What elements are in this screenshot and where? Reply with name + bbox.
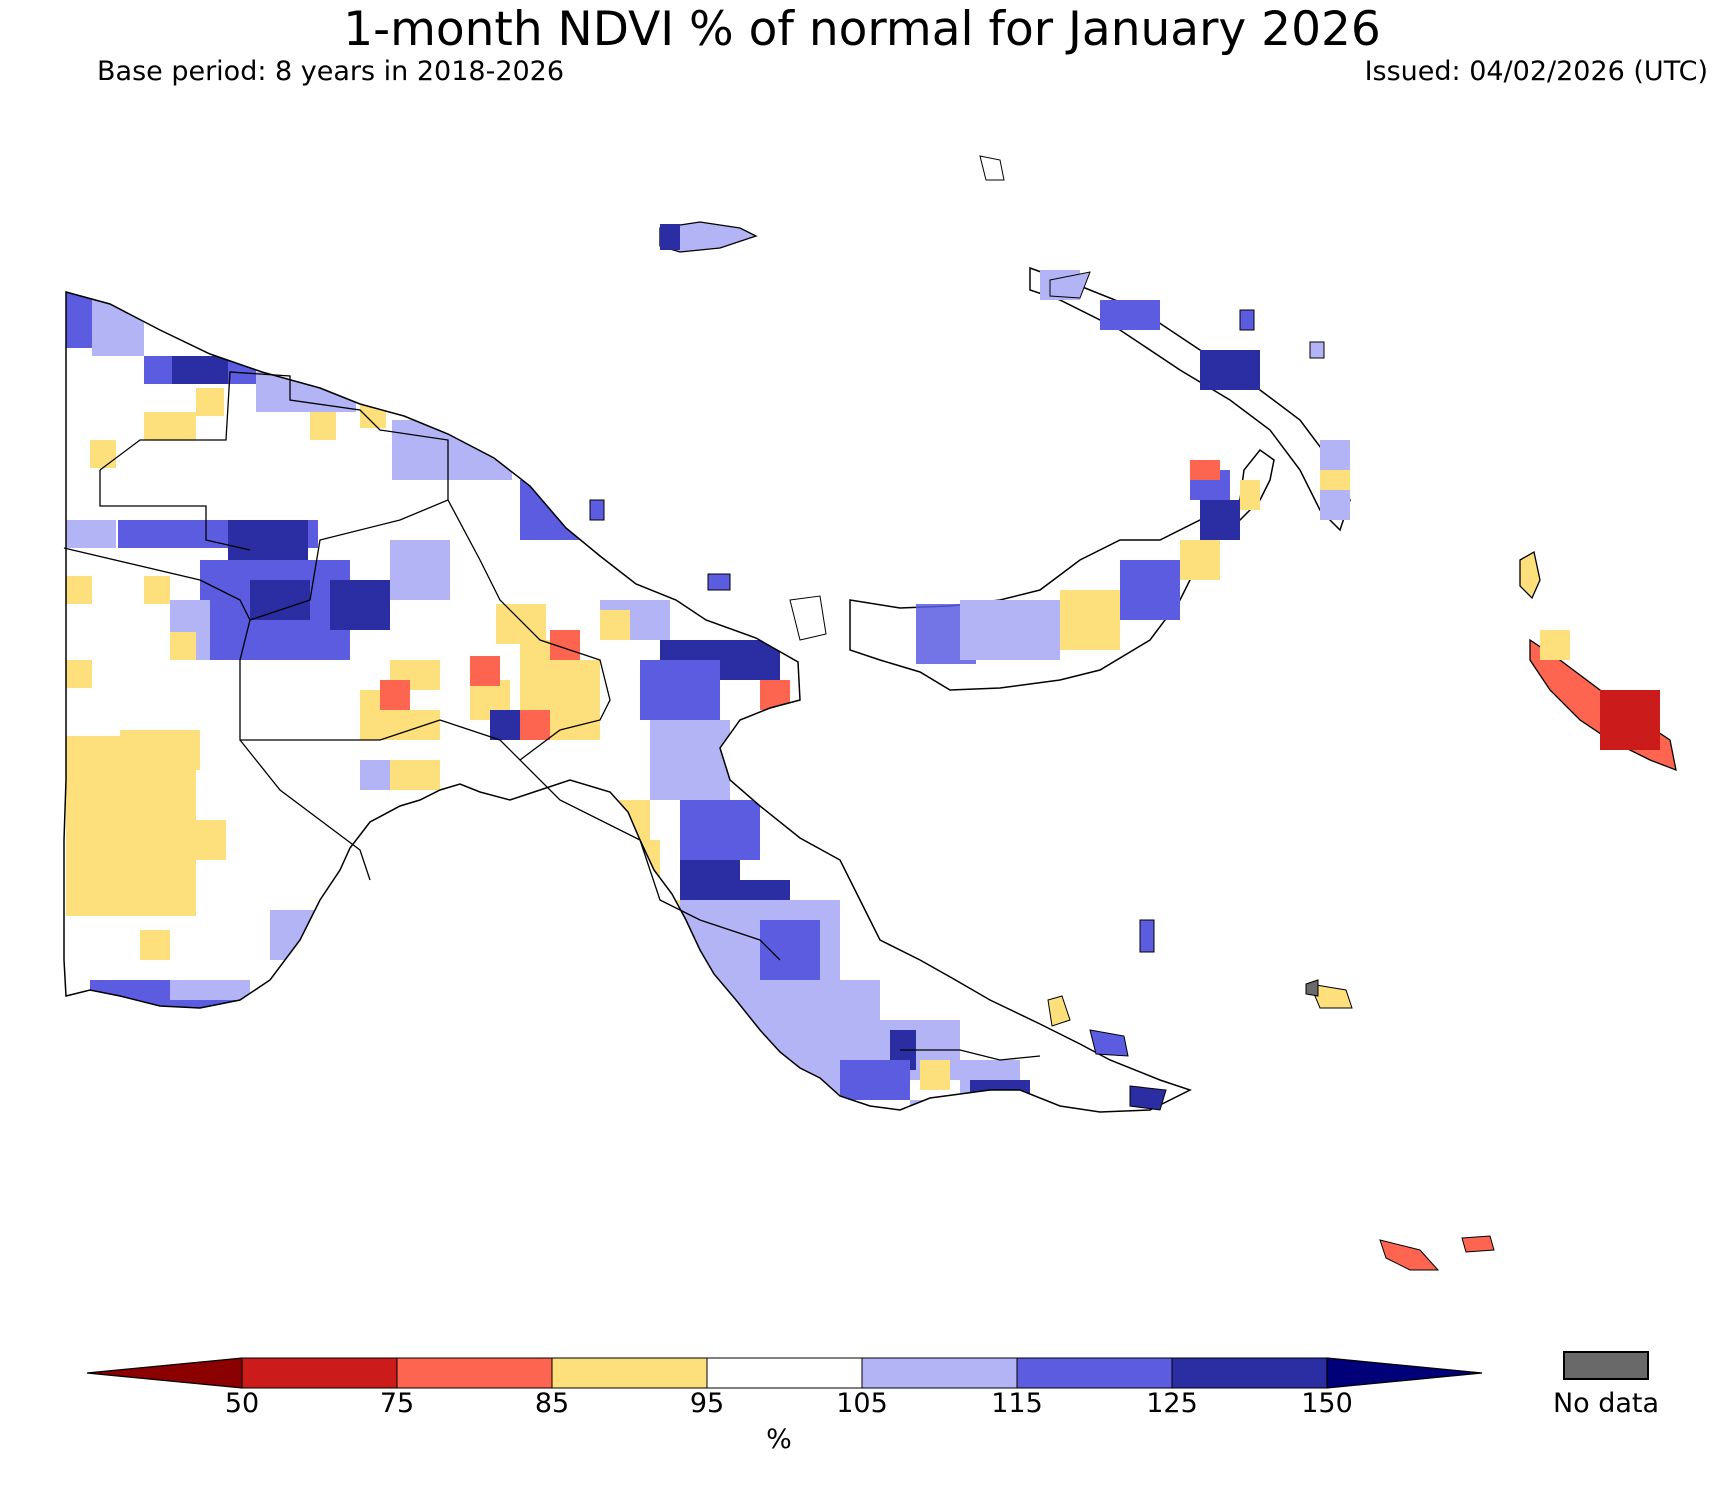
colorbar-bin-75-85 [396, 1357, 553, 1389]
colorbar-bin-125-150 [1171, 1357, 1328, 1389]
base-period: Base period: 8 years in 2018-2026 [97, 56, 565, 87]
colorbar-over-arrow [1326, 1357, 1483, 1389]
no-data-label: No data [1552, 1388, 1660, 1419]
colorbar-bin-105-115 [861, 1357, 1018, 1389]
mainland-coastline [63, 291, 1192, 1113]
colorbar-tick-label: 95 [689, 1388, 725, 1419]
no-data-swatch [1563, 1351, 1649, 1380]
colorbar-tick-label: 85 [534, 1388, 570, 1419]
colorbar-tick-label: 105 [836, 1388, 888, 1419]
colorbar-tick-label: 150 [1301, 1388, 1353, 1419]
colorbar-under-arrow [86, 1357, 243, 1389]
province-borders [63, 371, 1041, 1061]
colorbar-bin-85-95 [551, 1357, 708, 1389]
issued-date: Issued: 04/02/2026 (UTC) [1364, 56, 1708, 87]
colorbar-tick-label: 125 [1146, 1388, 1198, 1419]
colorbar-tick-label: 50 [224, 1388, 260, 1419]
colorbar-bin-95-105 [706, 1357, 863, 1389]
colorbar-bin-115-125 [1016, 1357, 1173, 1389]
colorbar [86, 1357, 1483, 1389]
colorbar-bin-50-75 [241, 1357, 398, 1389]
ocean-and-coastlines [63, 155, 1677, 1271]
mainland-ndvi-grid [64, 292, 1190, 1112]
colorbar-tick-label: 75 [379, 1388, 415, 1419]
colorbar-tick-label: 115 [991, 1388, 1043, 1419]
colorbar-unit: % [766, 1424, 792, 1455]
buka-island [1519, 550, 1541, 600]
map-title: 1-month NDVI % of normal for January 202… [343, 2, 1381, 57]
